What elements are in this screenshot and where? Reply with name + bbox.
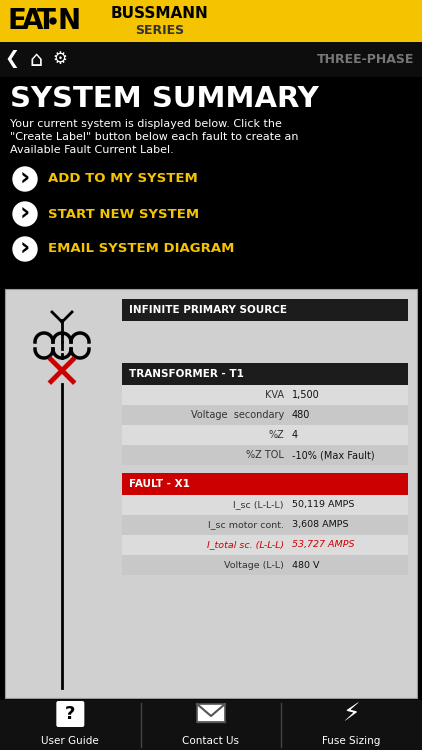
Text: 480: 480 <box>292 410 310 420</box>
Bar <box>122 535 408 555</box>
Circle shape <box>13 237 37 261</box>
Text: Contact Us: Contact Us <box>182 736 240 746</box>
Bar <box>122 445 408 465</box>
Text: User Guide: User Guide <box>41 736 99 746</box>
Text: ⌂: ⌂ <box>30 50 43 70</box>
Bar <box>0 42 422 77</box>
Text: Your current system is displayed below. Click the: Your current system is displayed below. … <box>10 119 282 129</box>
Text: T: T <box>37 7 56 35</box>
Text: 50,119 AMPS: 50,119 AMPS <box>292 500 354 509</box>
Bar <box>0 700 422 750</box>
Text: ›: › <box>20 202 30 226</box>
Text: BUSSMANN: BUSSMANN <box>111 6 209 21</box>
Text: Fuse Sizing: Fuse Sizing <box>322 736 381 746</box>
Text: TRANSFORMER - T1: TRANSFORMER - T1 <box>129 369 244 379</box>
Text: A: A <box>22 7 43 35</box>
Text: ›: › <box>20 167 30 191</box>
Text: FAULT - X1: FAULT - X1 <box>129 479 190 489</box>
Text: INFINITE PRIMARY SOURCE: INFINITE PRIMARY SOURCE <box>129 305 287 315</box>
Text: %Z: %Z <box>268 430 284 440</box>
Text: 3,608 AMPS: 3,608 AMPS <box>292 520 349 530</box>
Text: I_sc motor cont.: I_sc motor cont. <box>208 520 284 530</box>
Text: 1,500: 1,500 <box>292 390 319 400</box>
Bar <box>122 495 408 515</box>
Text: I_sc (L-L-L): I_sc (L-L-L) <box>233 500 284 509</box>
Text: Available Fault Current Label.: Available Fault Current Label. <box>10 145 174 155</box>
Text: "Create Label" button below each fault to create an: "Create Label" button below each fault t… <box>10 132 298 142</box>
Text: %Z TOL: %Z TOL <box>246 450 284 460</box>
Text: -10% (Max Fault): -10% (Max Fault) <box>292 450 374 460</box>
Text: SYSTEM SUMMARY: SYSTEM SUMMARY <box>10 85 319 113</box>
Text: N: N <box>57 7 80 35</box>
Text: ❮: ❮ <box>5 50 19 68</box>
Bar <box>122 473 408 495</box>
Bar <box>122 515 408 535</box>
Text: THREE-PHASE: THREE-PHASE <box>316 53 414 66</box>
Bar <box>122 363 408 385</box>
Text: SERIES: SERIES <box>135 24 184 37</box>
Text: Voltage  secondary: Voltage secondary <box>191 410 284 420</box>
Text: E: E <box>8 7 27 35</box>
Text: START NEW SYSTEM: START NEW SYSTEM <box>48 208 199 220</box>
Text: ⚡: ⚡ <box>343 702 360 726</box>
FancyBboxPatch shape <box>197 704 225 722</box>
Text: I_total sc. (L-L-L): I_total sc. (L-L-L) <box>207 541 284 550</box>
Text: ⚙: ⚙ <box>53 50 68 68</box>
Bar <box>122 425 408 445</box>
Bar <box>122 405 408 425</box>
Bar <box>122 385 408 405</box>
Text: ?: ? <box>65 705 76 723</box>
Text: ADD TO MY SYSTEM: ADD TO MY SYSTEM <box>48 172 198 185</box>
Text: 480 V: 480 V <box>292 560 319 569</box>
Circle shape <box>50 18 56 24</box>
FancyBboxPatch shape <box>56 701 84 727</box>
Text: 53,727 AMPS: 53,727 AMPS <box>292 541 354 550</box>
Bar <box>122 299 408 321</box>
Text: KVA: KVA <box>265 390 284 400</box>
Bar <box>197 704 225 722</box>
Text: EMAIL SYSTEM DIAGRAM: EMAIL SYSTEM DIAGRAM <box>48 242 234 256</box>
Circle shape <box>13 202 37 226</box>
Bar <box>122 555 408 575</box>
Text: Voltage (L-L): Voltage (L-L) <box>224 560 284 569</box>
Text: ›: › <box>20 237 30 261</box>
Bar <box>0 0 422 42</box>
Text: 4: 4 <box>292 430 298 440</box>
Bar <box>5 289 417 698</box>
Circle shape <box>13 167 37 191</box>
